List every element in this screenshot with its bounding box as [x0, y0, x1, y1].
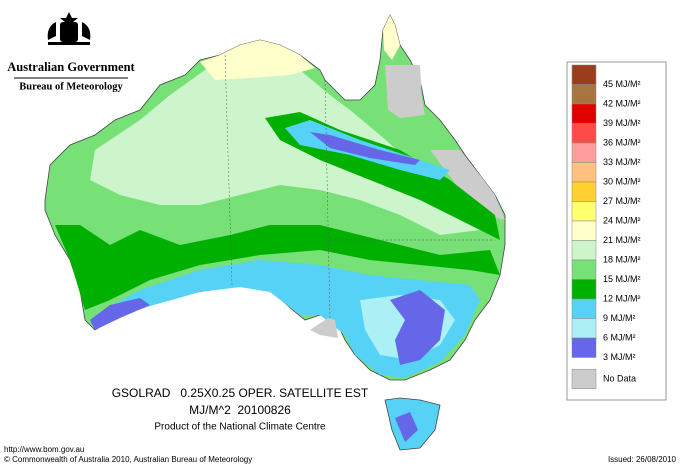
legend: 45 MJ/M² 42 MJ/M² 39 MJ/M² 36 MJ/M² 33 MJ/M²… — [571, 64, 641, 389]
legend-label: 30 MJ/M² — [603, 176, 641, 186]
bureau-name: Bureau of Meteorology — [19, 81, 123, 92]
legend-swatch — [571, 298, 597, 319]
legend-label: 9 MJ/M² — [603, 313, 636, 323]
legend-swatch — [571, 181, 597, 202]
legend-swatch — [571, 259, 597, 280]
caption-line: GSOLRAD 0.25X0.25 OPER. SATELLITE EST — [112, 386, 369, 400]
legend-label: No Data — [603, 373, 636, 383]
legend-swatch — [571, 201, 597, 222]
no-data-region — [430, 150, 505, 220]
legend-swatch — [571, 142, 597, 163]
emblem — [47, 12, 91, 45]
purple-region — [395, 412, 418, 442]
legend-swatch — [571, 368, 597, 389]
legend-swatch — [571, 240, 597, 261]
legend-swatch — [571, 64, 597, 85]
legend-swatch — [571, 84, 597, 105]
legend-swatch — [571, 220, 597, 241]
government-name: Australian Government — [7, 60, 135, 74]
legend-swatch — [571, 337, 597, 358]
legend-swatch — [571, 318, 597, 339]
legend-label: 33 MJ/M² — [603, 157, 641, 167]
legend-label: 27 MJ/M² — [603, 196, 641, 206]
legend-label: 45 MJ/M² — [603, 79, 641, 89]
dark-green-band — [55, 225, 500, 310]
footer-copyright: © Commonwealth of Australia 2010, Austra… — [4, 455, 252, 464]
footer-issued: Issued: 26/08/2010 — [608, 455, 677, 464]
legend-label: 18 MJ/M² — [603, 254, 641, 264]
legend-label: 36 MJ/M² — [603, 137, 641, 147]
legend-label: 12 MJ/M² — [603, 293, 641, 303]
legend-label: 39 MJ/M² — [603, 118, 641, 128]
yellow-region — [200, 40, 315, 80]
legend-label: 42 MJ/M² — [603, 98, 641, 108]
caption-line: Product of the National Climate Centre — [154, 422, 326, 433]
legend-label: 3 MJ/M² — [603, 352, 636, 362]
legend-swatch — [571, 103, 597, 124]
legend-label: 6 MJ/M² — [603, 332, 636, 342]
purple-region — [390, 290, 445, 365]
australia-map — [44, 14, 506, 451]
no-data-region — [310, 318, 338, 338]
legend-swatch — [571, 162, 597, 183]
caption-line: MJ/M^2 20100826 — [189, 403, 291, 417]
yellow-region — [383, 15, 400, 60]
legend-label: 21 MJ/M² — [603, 235, 641, 245]
pale-green-region — [90, 55, 480, 235]
legend-label: 15 MJ/M² — [603, 274, 641, 284]
legend-swatch — [571, 279, 597, 300]
legend-swatch — [571, 123, 597, 144]
purple-region — [90, 298, 150, 330]
purple-band — [310, 132, 420, 165]
no-data-region — [385, 65, 425, 118]
footer-url: http://www.bom.gov.au — [4, 445, 84, 454]
legend-label: 24 MJ/M² — [603, 215, 641, 225]
